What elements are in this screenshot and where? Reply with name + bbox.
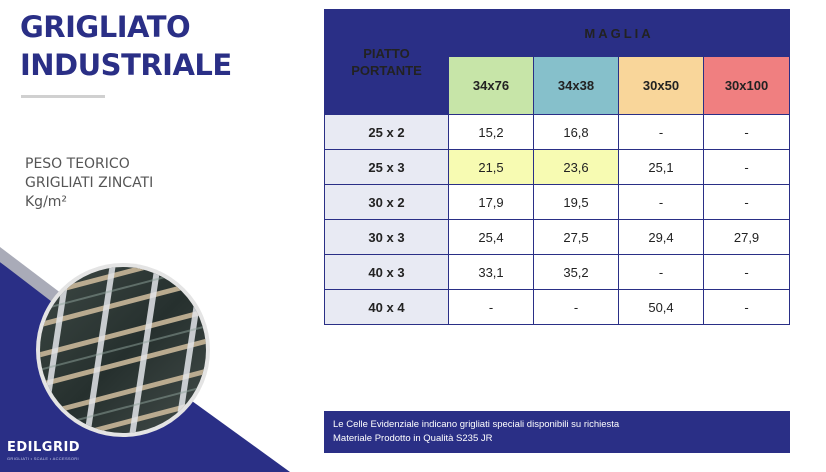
note-highlight-legend: Le Celle Evidenziale indicano grigliati … [333,419,620,430]
table-cell: 27,9 [702,219,791,255]
table-cell-highlighted: 23,6 [533,149,619,185]
table-row: 25 x 3 21,5 23,6 25,1 - [324,149,791,185]
table-row: 40 x 4 - - 50,4 - [324,289,791,325]
table-cell: 16,8 [533,114,619,150]
table-row: 40 x 3 33,1 35,2 - - [324,254,791,290]
note-material: Materiale Prodotto in Qualità S235 JR [333,433,493,444]
brand-tagline: GRIGLIATI • SCALE • ACCESSORI [7,456,79,461]
row-label: 30 x 2 [324,184,449,220]
table-cell: 35,2 [533,254,619,290]
table-cell: - [702,149,791,185]
row-label: 25 x 2 [324,114,449,150]
mesh-header-row: 34x76 34x38 30x50 30x100 [325,56,791,115]
table-cell: - [702,289,791,325]
table-cell: - [618,184,704,220]
title-divider [21,95,105,98]
section-subtitle: PESO TEORICO GRIGLIATI ZINCATI Kg/m² [25,155,245,212]
table-cell: 17,9 [448,184,534,220]
title-line-1: GRIGLIATO [20,10,191,44]
table-cell: - [702,254,791,290]
notes-box: Le Celle Evidenziale indicano grigliati … [324,411,790,453]
corner-header-line-2: PORTANTE [351,63,422,78]
table-cell: 25,1 [618,149,704,185]
subtitle-line-1: PESO TEORICO [25,156,130,172]
subtitle-line-2: GRIGLIATI ZINCATI [25,175,154,191]
table-row: 30 x 2 17,9 19,5 - - [324,184,791,220]
page-title: GRIGLIATO INDUSTRIALE [20,8,280,84]
title-line-2: INDUSTRIALE [20,48,232,82]
table-cell: 50,4 [618,289,704,325]
corner-header-line-1: PIATTO [363,46,410,61]
table-cell: 19,5 [533,184,619,220]
table-cell: 15,2 [448,114,534,150]
mesh-col-30x50: 30x50 [618,56,704,115]
table-row: 30 x 3 25,4 27,5 29,4 27,9 [324,219,791,255]
table-cell: - [618,254,704,290]
table-row: 25 x 2 15,2 16,8 - - [324,114,791,150]
row-label: 40 x 3 [324,254,449,290]
table-cell: - [702,184,791,220]
table-cell: 29,4 [618,219,704,255]
corner-header: PIATTO PORTANTE [324,9,449,115]
mesh-group-header: MAGLIA [447,9,791,57]
table-cell: 25,4 [448,219,534,255]
table-cell: 27,5 [533,219,619,255]
mesh-col-30x100: 30x100 [702,56,791,115]
brand-logo: EDILGRID [7,440,81,455]
row-label: 30 x 3 [324,219,449,255]
row-label: 25 x 3 [324,149,449,185]
row-label: 40 x 4 [324,289,449,325]
table-cell: - [448,289,534,325]
table-cell: - [618,114,704,150]
table-cell-highlighted: 21,5 [448,149,534,185]
weight-table: PIATTO PORTANTE MAGLIA 34x76 34x38 30x50… [324,9,791,325]
mesh-col-34x76: 34x76 [448,56,534,115]
table-cell: - [702,114,791,150]
table-cell: 33,1 [448,254,534,290]
table-header-row: PIATTO PORTANTE MAGLIA [324,9,791,115]
subtitle-line-3: Kg/m² [25,194,68,210]
mesh-col-34x38: 34x38 [533,56,619,115]
table-cell: - [533,289,619,325]
